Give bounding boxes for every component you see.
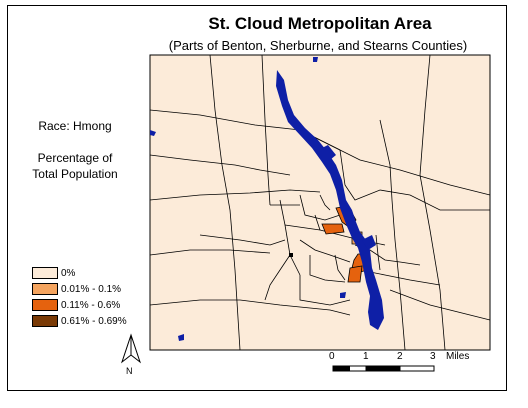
legend-item: 0.61% - 0.69% [32, 313, 127, 329]
lake-5 [289, 253, 293, 257]
legend-label: 0.61% - 0.69% [61, 315, 127, 327]
legend-label: 0.11% - 0.6% [61, 299, 121, 311]
legend-swatch [32, 315, 58, 327]
north-arrow [121, 333, 141, 364]
river [276, 70, 384, 330]
scale-tick-2: 2 [397, 351, 403, 362]
lake-3 [340, 292, 346, 298]
tract-0.11-0.6-b [321, 223, 345, 235]
lake-1 [150, 130, 156, 136]
measure-label: Percentage of Total Population [20, 150, 130, 182]
river-branch-2 [362, 235, 376, 250]
measure-label-line1: Percentage of [37, 151, 113, 165]
legend-label: 0.01% - 0.1% [61, 283, 122, 295]
scale-tick-3: 3 [430, 351, 436, 362]
river-branch [318, 145, 336, 160]
legend: 0% 0.01% - 0.1% 0.11% - 0.6% 0.61% - 0.6… [32, 265, 127, 329]
map-subtitle: (Parts of Benton, Sherburne, and Stearns… [168, 38, 468, 53]
legend-item: 0.11% - 0.6% [32, 297, 127, 313]
north-arrow-label: N [126, 366, 133, 376]
legend-item: 0.01% - 0.1% [32, 281, 127, 297]
legend-swatch [32, 267, 58, 279]
scale-unit: Miles [446, 351, 470, 362]
scale-bar [332, 365, 435, 372]
scale-tick-1: 1 [363, 351, 369, 362]
legend-item: 0% [32, 265, 127, 281]
legend-swatch [32, 299, 58, 311]
race-label: Race: Hmong [38, 119, 112, 133]
scale-tick-0: 0 [329, 351, 335, 362]
map-area [149, 54, 491, 351]
measure-label-line2: Total Population [32, 167, 118, 181]
legend-swatch [32, 283, 58, 295]
legend-label: 0% [61, 267, 76, 279]
tract-0.11-0.6-d [347, 265, 363, 283]
map-title: St. Cloud Metropolitan Area [208, 14, 432, 33]
map-frame [7, 5, 507, 391]
lake-4 [313, 57, 318, 62]
lake-2 [178, 334, 184, 341]
